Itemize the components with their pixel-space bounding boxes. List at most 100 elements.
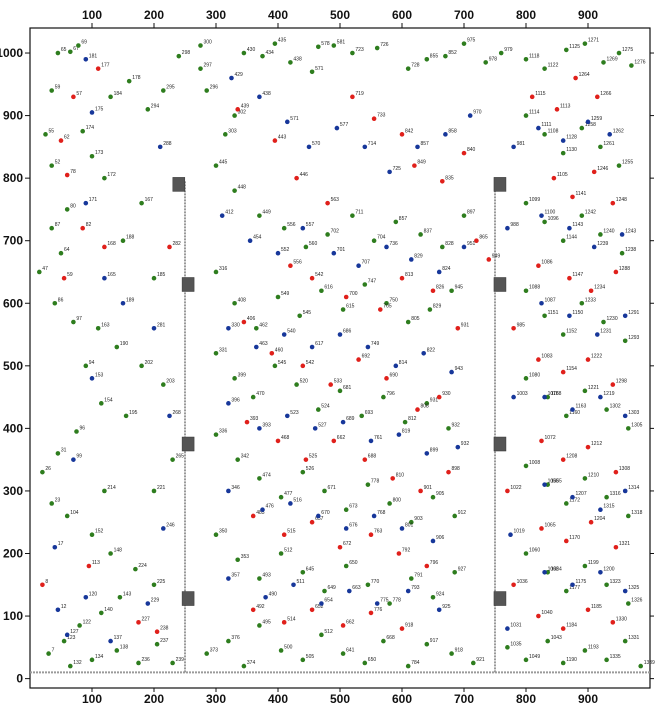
point-label: 184 xyxy=(114,91,123,97)
point-label: 120 xyxy=(89,591,98,597)
data-point-red xyxy=(560,457,566,462)
data-point-green xyxy=(582,563,588,569)
point-label: 1065 xyxy=(545,522,556,528)
data-point-green xyxy=(151,275,157,281)
data-point-green xyxy=(619,250,625,256)
data-point-green xyxy=(55,50,61,56)
data-point-blue xyxy=(340,419,346,425)
point-label: 1298 xyxy=(616,379,627,385)
point-label: 852 xyxy=(448,50,457,56)
point-label: 726 xyxy=(380,42,389,48)
data-point-green xyxy=(542,66,547,71)
point-label: 225 xyxy=(157,579,166,585)
point-label: 778 xyxy=(393,598,402,604)
data-point-green xyxy=(316,407,321,412)
point-label: 140 xyxy=(104,607,113,613)
data-point-blue xyxy=(598,569,603,575)
point-label: 690 xyxy=(390,372,399,378)
point-label: 346 xyxy=(231,485,240,491)
data-point-red xyxy=(595,94,600,100)
data-point-green xyxy=(139,200,144,206)
point-label: 654 xyxy=(324,598,333,604)
data-point-green xyxy=(198,43,203,48)
data-point-red xyxy=(610,200,616,206)
data-point-green xyxy=(362,282,368,287)
data-point-green xyxy=(223,132,228,137)
y-tick-label: 600 xyxy=(3,296,23,310)
point-label: 545 xyxy=(278,360,287,366)
point-label: 393 xyxy=(262,422,271,428)
point-label: 1128 xyxy=(566,135,577,141)
point-label: 1302 xyxy=(610,404,621,410)
data-point-blue xyxy=(260,507,265,513)
data-point-green xyxy=(638,663,643,669)
data-point-green xyxy=(523,200,529,206)
point-label: 350 xyxy=(219,529,228,535)
data-point-blue xyxy=(622,488,628,494)
data-point-blue xyxy=(52,544,58,550)
data-point-green xyxy=(49,163,54,168)
point-label: 214 xyxy=(107,485,116,491)
data-point-red xyxy=(384,376,389,381)
data-point-green xyxy=(213,269,219,275)
point-label: 676 xyxy=(349,522,358,528)
data-point-red xyxy=(294,175,299,181)
point-label: 1168 xyxy=(551,391,562,397)
data-point-blue xyxy=(585,119,591,125)
data-point-blue xyxy=(436,607,442,613)
point-label: 549 xyxy=(281,291,290,297)
point-label: 1305 xyxy=(631,422,642,428)
point-label: 813 xyxy=(405,272,414,278)
data-point-blue xyxy=(619,232,625,237)
data-point-blue xyxy=(595,332,600,337)
point-label: 495 xyxy=(262,619,271,625)
point-label: 1222 xyxy=(591,354,602,360)
data-point-green xyxy=(99,401,104,406)
point-label: 1275 xyxy=(622,47,633,53)
data-point-green xyxy=(253,325,259,331)
data-point-green xyxy=(297,313,303,319)
point-label: 985 xyxy=(517,322,526,328)
data-point-green xyxy=(114,344,120,350)
point-label: 353 xyxy=(241,554,250,560)
data-point-blue xyxy=(536,125,541,131)
point-label: 463 xyxy=(259,341,268,347)
data-point-red xyxy=(585,607,591,613)
data-point-green xyxy=(213,432,219,437)
point-label: 523 xyxy=(290,410,299,416)
point-label: 796 xyxy=(430,560,439,566)
point-label: 96 xyxy=(80,426,86,432)
data-point-green xyxy=(523,657,529,663)
point-label: 784 xyxy=(411,660,420,666)
point-label: 1261 xyxy=(603,141,614,147)
point-label: 303 xyxy=(228,128,237,134)
data-point-green xyxy=(601,60,606,65)
point-label: 1172 xyxy=(569,497,580,503)
point-label: 1246 xyxy=(597,166,608,172)
point-label: 927 xyxy=(458,566,467,572)
data-point-green xyxy=(471,660,476,666)
data-point-red xyxy=(241,319,247,325)
data-point-red xyxy=(250,513,256,519)
point-label: 668 xyxy=(386,635,395,641)
point-label: 454 xyxy=(253,235,262,241)
x-tick-label: 800 xyxy=(516,8,536,22)
point-label: 1239 xyxy=(597,241,608,247)
data-point-blue xyxy=(371,513,377,519)
point-label: 826 xyxy=(436,285,445,291)
point-label: 296 xyxy=(210,85,219,91)
data-point-green xyxy=(170,457,175,462)
data-point-red xyxy=(511,582,516,588)
data-point-green xyxy=(381,638,386,644)
data-point-blue xyxy=(384,244,389,250)
point-label: 470 xyxy=(256,391,265,397)
data-point-red xyxy=(167,244,172,250)
data-point-red xyxy=(529,94,535,100)
data-point-blue xyxy=(396,432,402,437)
station-marker xyxy=(493,277,507,292)
data-point-blue xyxy=(567,313,572,319)
point-label: 1233 xyxy=(585,297,596,303)
point-label: 1325 xyxy=(628,585,639,591)
data-point-green xyxy=(564,413,569,419)
